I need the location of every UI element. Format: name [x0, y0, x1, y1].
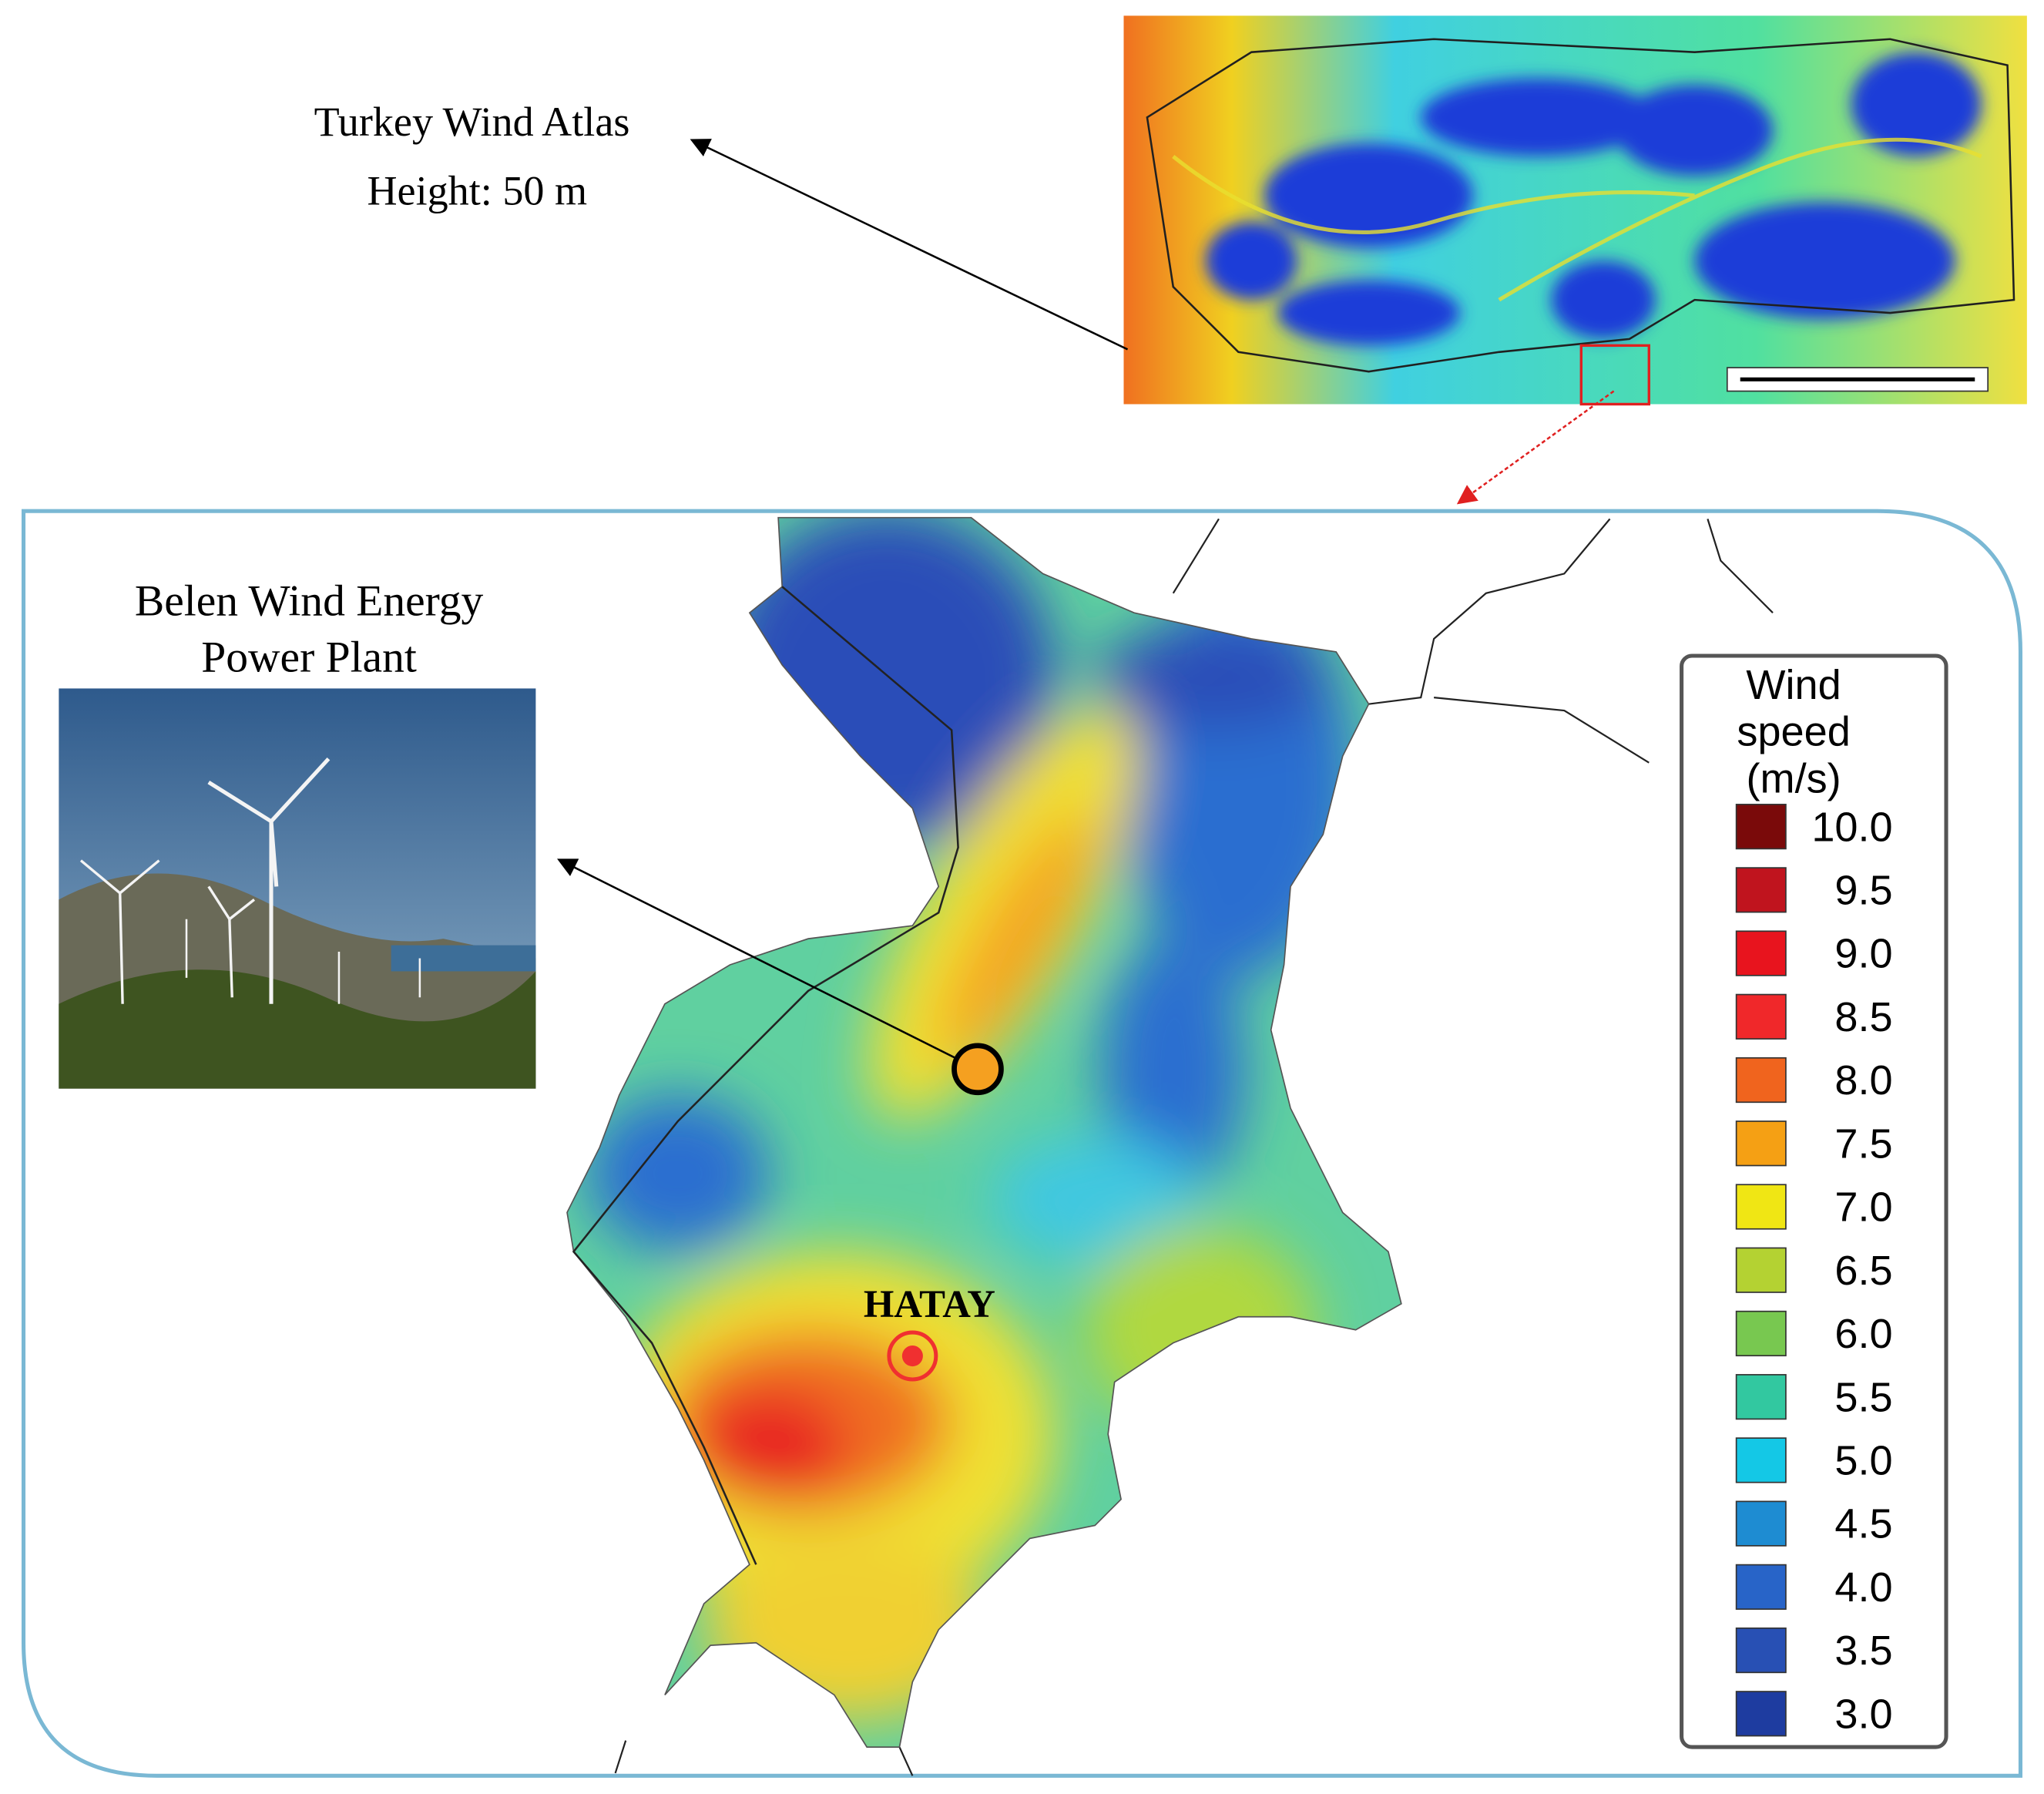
legend-label: 6.0 [1834, 1311, 1892, 1357]
city-marker [887, 1330, 938, 1382]
atlas-map [1123, 15, 2027, 405]
legend-swatch [1735, 1627, 1787, 1674]
legend-swatch [1735, 930, 1787, 976]
legend-label: 7.0 [1834, 1184, 1892, 1231]
region-box [1579, 344, 1650, 406]
plant-marker [952, 1043, 1004, 1096]
legend-label: 5.5 [1834, 1374, 1892, 1420]
zoom-arrow [1456, 390, 1615, 505]
legend-swatch [1735, 1184, 1787, 1230]
legend-swatch [1735, 1691, 1787, 1737]
legend-label: 8.5 [1834, 994, 1892, 1040]
legend-label: 9.0 [1834, 931, 1892, 977]
city-marker [901, 1346, 923, 1367]
legend-title: (m/s) [1746, 756, 1841, 802]
legend-swatch [1735, 1437, 1787, 1483]
legend-label: 3.5 [1834, 1628, 1892, 1674]
legend-swatch [1735, 1247, 1787, 1293]
legend-swatch [1735, 993, 1787, 1040]
legend-title: Wind [1746, 662, 1841, 708]
legend-label: 5.0 [1834, 1437, 1892, 1483]
legend-label: 10.0 [1811, 804, 1892, 850]
legend-label: 6.5 [1834, 1248, 1892, 1294]
legend-swatch [1735, 1310, 1787, 1357]
legend-label: 8.0 [1834, 1057, 1892, 1104]
legend-label: 3.0 [1834, 1691, 1892, 1737]
legend-label: 4.5 [1834, 1501, 1892, 1547]
plant-title: Belen Wind Energy [135, 577, 484, 626]
legend-swatch [1735, 1564, 1787, 1610]
plant-title: Power Plant [201, 633, 417, 681]
plant-photo [59, 688, 536, 1089]
legend-swatch [1735, 1120, 1787, 1167]
atlas-arrow [690, 139, 1129, 351]
legend-label: 9.5 [1834, 867, 1892, 913]
legend-swatch [1735, 1057, 1787, 1104]
city-label: HATAY [864, 1282, 995, 1325]
atlas-height: Height: 50 m [367, 168, 587, 214]
legend-label: 4.0 [1834, 1564, 1892, 1611]
legend-label: 7.5 [1834, 1120, 1892, 1167]
atlas-title: Turkey Wind Atlas [314, 99, 630, 145]
legend-title: speed [1737, 709, 1850, 755]
legend-swatch [1735, 1500, 1787, 1547]
plant-arrow [557, 858, 978, 1070]
legend-swatch [1735, 1374, 1787, 1420]
frame [21, 509, 2023, 1778]
borders [614, 518, 1774, 1776]
legend-swatch [1735, 867, 1787, 913]
legend-swatch [1735, 804, 1787, 850]
hatay-map [566, 516, 1402, 1748]
